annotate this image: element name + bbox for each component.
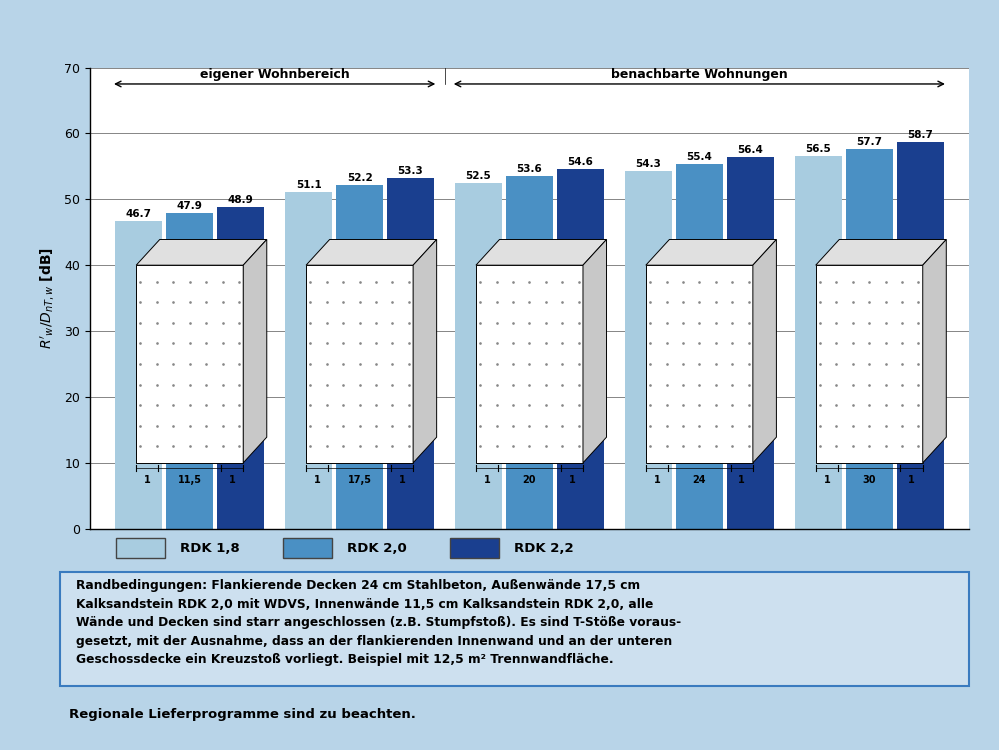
Text: 20: 20 — [522, 475, 536, 484]
Text: 1: 1 — [144, 475, 151, 484]
Text: 1: 1 — [484, 475, 491, 484]
Polygon shape — [306, 239, 437, 266]
Text: 52.5: 52.5 — [466, 171, 492, 181]
Text: 57.7: 57.7 — [856, 136, 882, 146]
Text: 47.9: 47.9 — [177, 201, 203, 211]
Bar — [506, 176, 552, 529]
Text: 54.3: 54.3 — [635, 159, 661, 169]
Polygon shape — [243, 239, 267, 463]
FancyBboxPatch shape — [60, 572, 969, 686]
Bar — [456, 183, 501, 529]
FancyBboxPatch shape — [116, 538, 165, 558]
Text: eigener Wohnbereich: eigener Wohnbereich — [200, 68, 350, 81]
Bar — [286, 192, 332, 529]
Polygon shape — [816, 266, 923, 463]
Bar — [727, 157, 773, 529]
Text: 30: 30 — [862, 475, 876, 484]
Polygon shape — [645, 266, 753, 463]
Text: 1: 1 — [653, 475, 660, 484]
Text: 56.5: 56.5 — [805, 145, 831, 154]
Bar — [846, 148, 892, 529]
Bar — [676, 164, 722, 529]
Text: 1: 1 — [229, 475, 236, 484]
Bar — [897, 142, 943, 529]
Bar — [337, 184, 383, 529]
Bar — [557, 169, 603, 529]
Polygon shape — [476, 266, 583, 463]
Text: 56.4: 56.4 — [737, 146, 763, 155]
Polygon shape — [816, 239, 946, 266]
Text: 46.7: 46.7 — [126, 209, 152, 219]
Polygon shape — [923, 239, 946, 463]
Text: RDK 2,0: RDK 2,0 — [347, 542, 407, 555]
Text: 24: 24 — [692, 475, 706, 484]
Bar — [116, 221, 162, 529]
Text: 1: 1 — [823, 475, 830, 484]
Text: 17,5: 17,5 — [348, 475, 372, 484]
Text: 55.4: 55.4 — [686, 152, 712, 162]
Polygon shape — [414, 239, 437, 463]
Polygon shape — [136, 266, 243, 463]
Bar — [625, 171, 671, 529]
Polygon shape — [476, 239, 606, 266]
Bar — [388, 178, 434, 529]
Text: 1: 1 — [738, 475, 745, 484]
Polygon shape — [136, 239, 267, 266]
Text: 1: 1 — [568, 475, 575, 484]
Polygon shape — [306, 266, 414, 463]
Text: 53.3: 53.3 — [398, 166, 424, 176]
Text: 51.1: 51.1 — [296, 180, 322, 190]
Polygon shape — [753, 239, 776, 463]
Bar — [218, 206, 264, 529]
Text: Trennwandaufbau: Trennwandaufbau — [459, 572, 600, 586]
Text: 1: 1 — [908, 475, 915, 484]
Polygon shape — [583, 239, 606, 463]
FancyBboxPatch shape — [451, 538, 499, 558]
Y-axis label: $R'_w/D_{nT,w}$ [dB]: $R'_w/D_{nT,w}$ [dB] — [39, 248, 57, 349]
Text: 11,5: 11,5 — [178, 475, 202, 484]
Text: Randbedingungen: Flankierende Decken 24 cm Stahlbeton, Außenwände 17,5 cm
Kalksa: Randbedingungen: Flankierende Decken 24 … — [76, 579, 681, 666]
Text: 1: 1 — [399, 475, 406, 484]
FancyBboxPatch shape — [284, 538, 332, 558]
Text: RDK 2,2: RDK 2,2 — [513, 542, 573, 555]
Text: benachbarte Wohnungen: benachbarte Wohnungen — [611, 68, 788, 81]
Text: RDK 1,8: RDK 1,8 — [180, 542, 240, 555]
Text: 53.6: 53.6 — [516, 164, 542, 173]
Polygon shape — [645, 239, 776, 266]
Text: 58.7: 58.7 — [907, 130, 933, 140]
Text: 1: 1 — [314, 475, 321, 484]
Text: 48.9: 48.9 — [228, 194, 254, 205]
Text: 54.6: 54.6 — [567, 157, 593, 167]
Bar — [167, 213, 213, 529]
Text: Regionale Lieferprogramme sind zu beachten.: Regionale Lieferprogramme sind zu beacht… — [69, 708, 416, 721]
Text: 52.2: 52.2 — [347, 172, 373, 183]
Bar — [795, 157, 841, 529]
